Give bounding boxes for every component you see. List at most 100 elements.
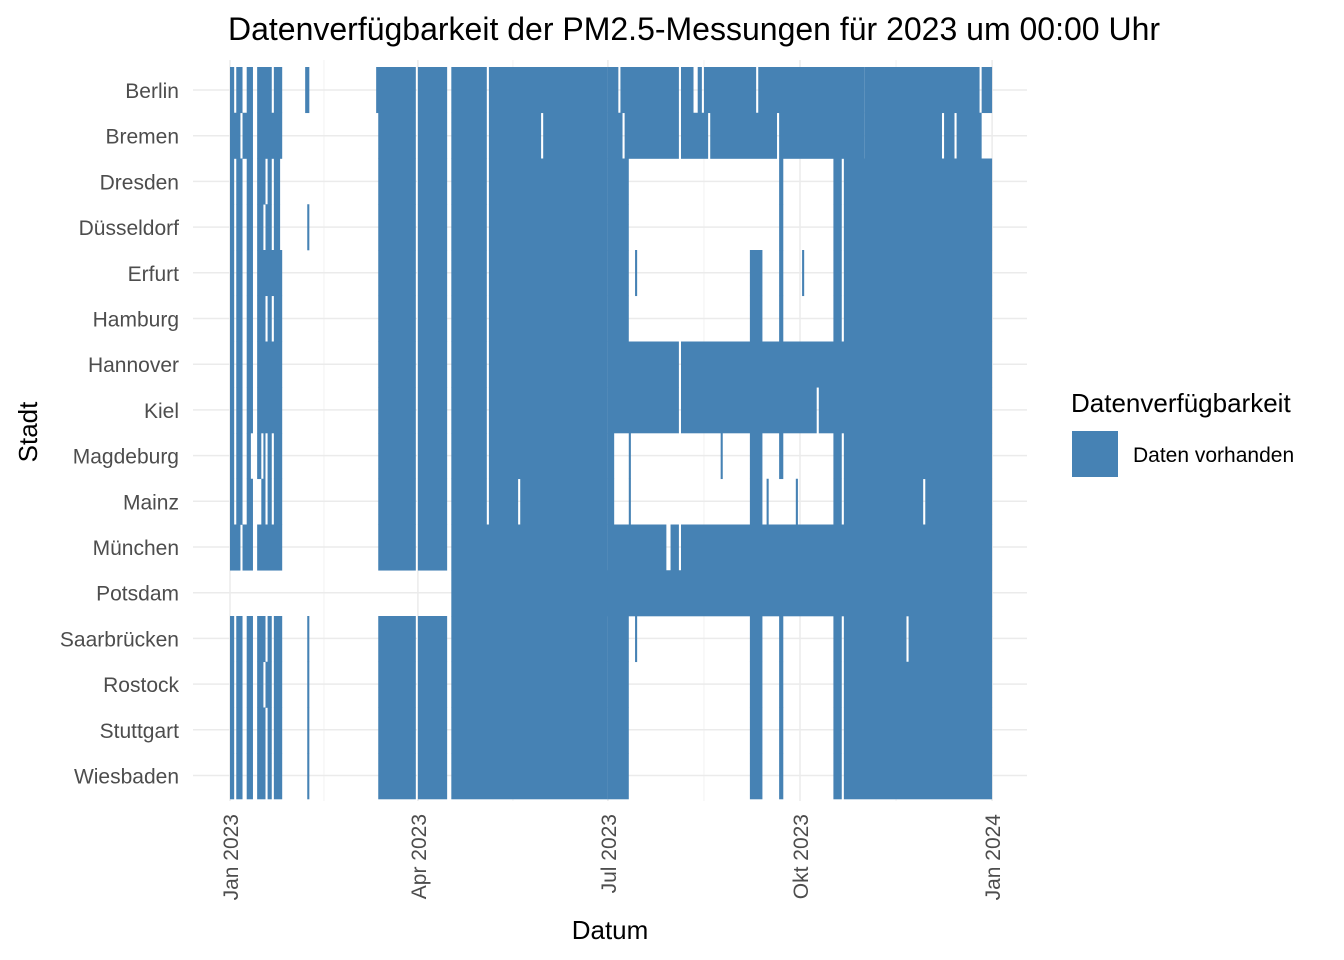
availability-bar [376, 67, 416, 114]
availability-bar [607, 433, 615, 480]
availability-bar [246, 433, 251, 480]
availability-bar [451, 295, 487, 342]
availability-bar [680, 524, 993, 571]
availability-bar [257, 112, 283, 159]
availability-bar [697, 67, 702, 114]
availability-bar [236, 67, 243, 114]
availability-bar [265, 661, 272, 708]
x-tick-label: Jan 2024 [982, 814, 1005, 901]
y-tick-labels: Berlin Bremen Dresden Düsseldorf Erfurt Hambu… [60, 80, 180, 789]
availability-bar [833, 616, 842, 663]
availability-bar [451, 250, 487, 297]
availability-bar [607, 158, 629, 205]
availability-bar [246, 387, 253, 434]
y-tick-label: Rostock [103, 674, 179, 697]
availability-bar [488, 204, 608, 251]
availability-bar [246, 478, 253, 525]
availability-bar [488, 250, 608, 297]
x-tick-label: Apr 2023 [408, 814, 431, 899]
availability-bar [257, 707, 266, 754]
availability-bar [273, 67, 283, 114]
availability-bar [273, 616, 283, 663]
availability-bar [378, 524, 416, 571]
availability-bar [488, 433, 608, 480]
availability-bar [378, 250, 416, 297]
availability-bar [779, 204, 784, 251]
availability-bar [488, 478, 519, 525]
availability-bar [267, 433, 272, 480]
availability-bar [307, 661, 310, 708]
availability-bar [230, 341, 235, 388]
availability-bar [273, 661, 283, 708]
availability-bar [246, 661, 253, 708]
availability-bar [273, 158, 281, 205]
availability-bar [779, 616, 784, 663]
availability-bar [246, 753, 253, 800]
availability-bar [795, 478, 798, 525]
y-tick-label: Dresden [100, 171, 179, 194]
availability-bar [451, 112, 487, 159]
availability-bar [267, 158, 272, 205]
availability-bar [230, 661, 235, 708]
availability-bar [236, 295, 243, 342]
availability-bar [230, 204, 235, 251]
availability-bar [779, 112, 865, 159]
availability-bar [230, 478, 235, 525]
availability-bar [779, 661, 784, 708]
availability-bar [749, 433, 763, 480]
availability-bar [267, 478, 272, 525]
availability-bar [620, 67, 679, 114]
availability-bar [230, 158, 235, 205]
availability-bar [680, 112, 709, 159]
availability-bar [230, 707, 235, 754]
legend-title: Datenverfügbarkeit [1071, 388, 1291, 418]
availability-bar [766, 478, 769, 525]
availability-bar [230, 387, 235, 434]
availability-bar [378, 387, 416, 434]
availability-bar [451, 661, 608, 708]
availability-bar [246, 295, 253, 342]
availability-bar [417, 433, 448, 480]
availability-bar [230, 616, 235, 663]
availability-bar [607, 295, 629, 342]
availability-bar [488, 112, 542, 159]
availability-bar [257, 616, 266, 663]
availability-bar [680, 387, 817, 434]
availability-bar [378, 661, 416, 708]
availability-bar [307, 616, 310, 663]
availability-bar [246, 616, 253, 663]
availability-bar [833, 707, 842, 754]
availability-bar [242, 112, 253, 159]
availability-bar [843, 158, 993, 205]
x-tick-labels: Jan 2023 Apr 2023 Jul 2023 Okt 2023 Jan 2024 [220, 814, 1005, 901]
availability-bar [451, 387, 487, 434]
availability-bar [607, 478, 615, 525]
y-tick-label: Berlin [125, 80, 179, 103]
availability-bar [417, 158, 448, 205]
availability-bar [624, 112, 679, 159]
availability-bar [635, 616, 638, 663]
availability-bar [833, 661, 842, 708]
availability-bar [246, 250, 253, 297]
y-tick-label: Bremen [105, 126, 179, 149]
availability-bar [267, 616, 272, 663]
availability-bar [257, 387, 283, 434]
availability-bar [417, 341, 448, 388]
availability-bar [230, 112, 241, 159]
availability-bar [543, 112, 608, 159]
availability-bar [378, 204, 416, 251]
availability-bar [257, 158, 266, 205]
availability-bar [236, 661, 243, 708]
legend-swatch [1072, 431, 1118, 477]
availability-bar [451, 67, 487, 114]
availability-bar [236, 158, 243, 205]
availability-bar [263, 433, 266, 480]
availability-bar [230, 295, 235, 342]
availability-bar [236, 753, 243, 800]
legend: Datenverfügbarkeit Daten vorhanden [1071, 388, 1294, 477]
availability-bar [749, 707, 763, 754]
availability-bar [230, 433, 235, 480]
availability-bar [670, 524, 679, 571]
availability-bar [779, 433, 784, 480]
y-axis-title: Stadt [13, 401, 43, 462]
